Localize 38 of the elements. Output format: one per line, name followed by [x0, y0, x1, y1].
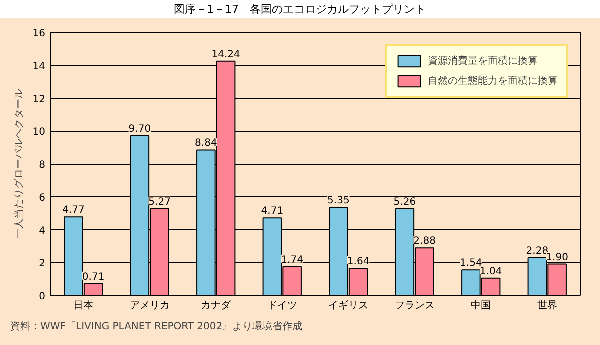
text: 4.71 — [261, 206, 284, 218]
x-tick-label: フランス — [394, 300, 435, 312]
y-tick-label: 8 — [39, 160, 46, 171]
x-tick-label: アメリカ — [130, 300, 170, 312]
x-tick-label: 中国 — [471, 300, 492, 312]
legend-label: 自然の生態能力を面積に換算 — [428, 74, 558, 88]
text: 4.77 — [62, 205, 85, 216]
text: 1.54 — [460, 258, 482, 270]
y-tick-label: 2 — [39, 258, 46, 270]
text: 14.24 — [212, 49, 240, 60]
x-tick-label: ドイツ — [267, 300, 298, 312]
x-tick-label: カナダ — [201, 300, 232, 312]
text: 1.64 — [347, 256, 370, 268]
x-tick-label: イギリス — [328, 300, 369, 312]
y-tick-label: 14 — [32, 61, 46, 72]
x-tick-label: 世界 — [537, 300, 558, 312]
y-tick-label: 6 — [39, 192, 46, 204]
y-tick-label: 4 — [39, 226, 46, 237]
text: 資料：WWF『LIVING PLANET REPORT 2002』より環境省作成 — [10, 320, 303, 332]
y-tick-label: 12 — [32, 94, 46, 106]
text: 9.70 — [128, 124, 152, 136]
x-tick-label: 日本 — [74, 300, 94, 312]
text: 1.90 — [546, 252, 568, 264]
text: 5.27 — [148, 196, 171, 208]
text: 0.71 — [82, 272, 105, 283]
text: 2.28 — [526, 246, 549, 258]
text: 1.04 — [480, 266, 502, 278]
y-tick-label: 16 — [32, 28, 46, 40]
y-tick-label: 0 — [39, 292, 46, 302]
text: 1.74 — [281, 254, 304, 266]
legend-label: 資源消費量を面積に換算 — [428, 54, 538, 68]
text: 8.84 — [195, 138, 218, 150]
y-axis-title: 一人当たりグローバルヘクタール — [12, 89, 25, 239]
y-tick-label: 10 — [32, 127, 46, 138]
text: 5.26 — [394, 197, 416, 208]
text: 5.35 — [328, 196, 350, 207]
chart-title: 図序－1－17 各国のエコロジカルフットプリント — [174, 2, 426, 18]
text: 2.88 — [414, 236, 436, 248]
